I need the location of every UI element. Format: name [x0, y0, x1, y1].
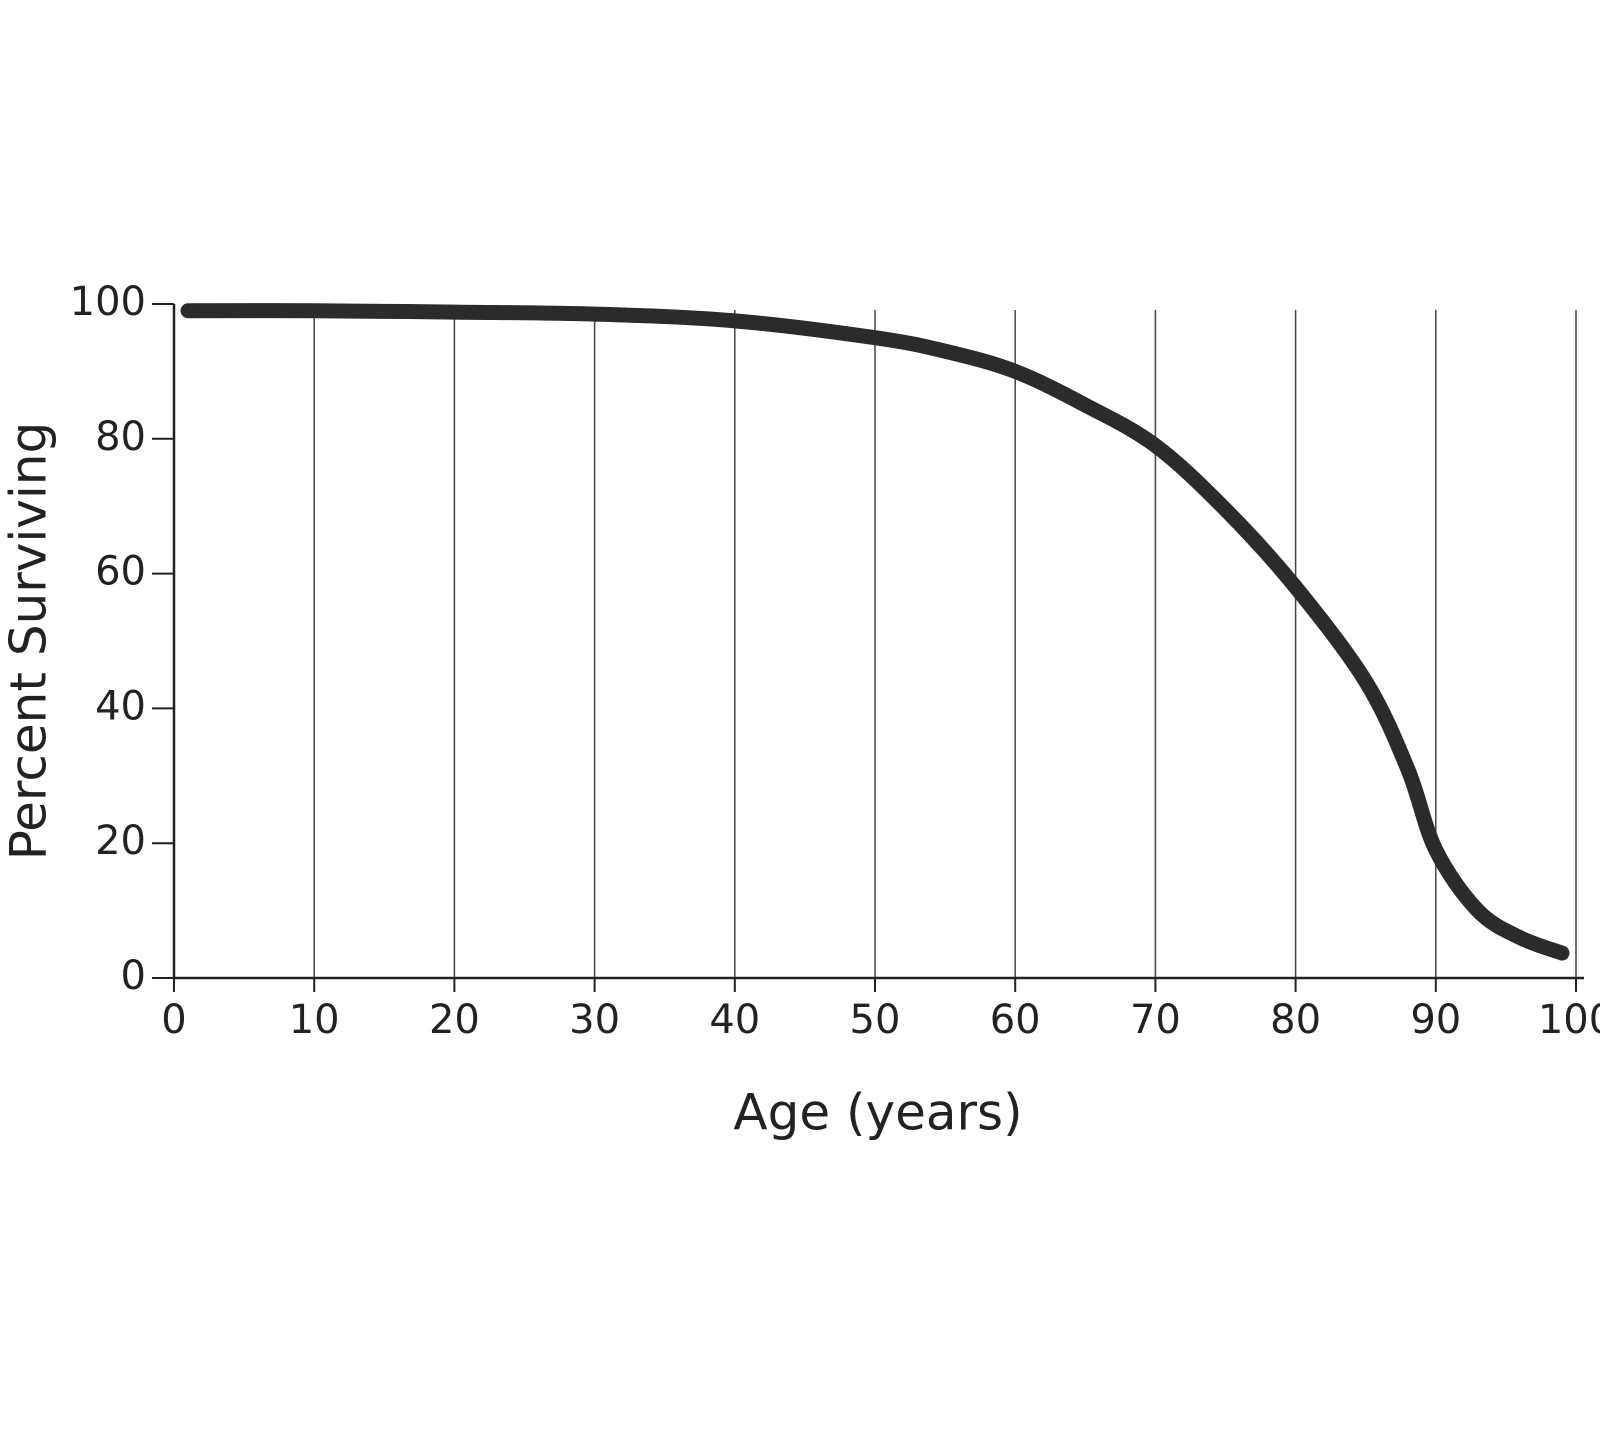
y-tick-label: 60 — [95, 549, 146, 595]
y-tick-label: 0 — [121, 953, 146, 999]
x-tick-label: 90 — [1410, 997, 1461, 1043]
x-tick-label: 20 — [429, 997, 480, 1043]
y-tick-label: 100 — [70, 279, 146, 325]
x-tick-label: 80 — [1270, 997, 1321, 1043]
x-tick-label: 40 — [709, 997, 760, 1043]
y-tick-label: 20 — [95, 818, 146, 864]
x-tick-label: 100 — [1538, 997, 1600, 1043]
y-tick-label: 80 — [95, 414, 146, 460]
survival-curve — [180, 303, 1570, 961]
y-tick-label: 40 — [95, 683, 146, 729]
x-tick-label: 30 — [569, 997, 620, 1043]
x-tick-label: 70 — [1130, 997, 1181, 1043]
y-axis-title: Percent Surviving — [0, 422, 58, 860]
x-tick-label: 10 — [289, 997, 340, 1043]
x-tick-label: 0 — [161, 997, 186, 1043]
x-axis-title: Age (years) — [733, 1084, 1022, 1142]
x-tick-label: 60 — [990, 997, 1041, 1043]
x-tick-label: 50 — [850, 997, 901, 1043]
